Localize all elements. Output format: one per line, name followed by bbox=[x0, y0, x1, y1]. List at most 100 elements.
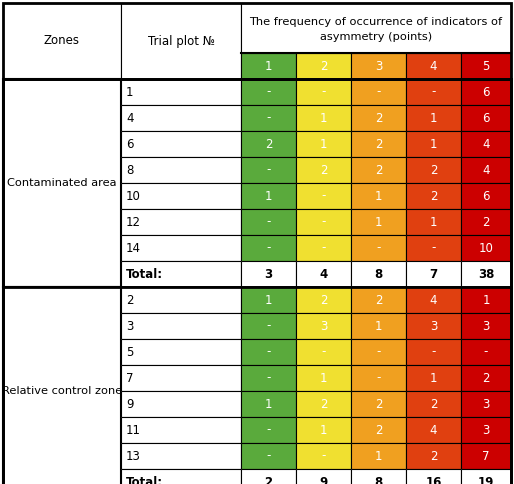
Text: 9: 9 bbox=[319, 475, 327, 484]
Bar bbox=[241, 235, 296, 261]
Bar bbox=[351, 209, 406, 235]
Bar bbox=[406, 313, 461, 339]
Bar bbox=[3, 79, 121, 287]
Text: 2: 2 bbox=[320, 60, 327, 73]
Text: 2: 2 bbox=[320, 164, 327, 177]
Text: -: - bbox=[431, 86, 436, 99]
Bar bbox=[406, 339, 461, 365]
Text: -: - bbox=[376, 372, 381, 384]
Bar bbox=[296, 131, 351, 157]
Bar bbox=[121, 365, 241, 391]
Text: -: - bbox=[266, 372, 271, 384]
Text: 10: 10 bbox=[126, 190, 141, 202]
Bar bbox=[296, 105, 351, 131]
Text: 3: 3 bbox=[375, 60, 382, 73]
Bar bbox=[121, 443, 241, 469]
Bar bbox=[406, 287, 461, 313]
Bar bbox=[241, 443, 296, 469]
Text: Contaminated area: Contaminated area bbox=[7, 178, 117, 188]
Bar bbox=[121, 417, 241, 443]
Text: 6: 6 bbox=[482, 86, 490, 99]
Text: 5: 5 bbox=[482, 60, 490, 73]
Text: 1: 1 bbox=[320, 372, 327, 384]
Text: -: - bbox=[266, 450, 271, 463]
Bar bbox=[406, 183, 461, 209]
Bar bbox=[121, 131, 241, 157]
Bar bbox=[406, 79, 461, 105]
Bar bbox=[121, 131, 241, 157]
Bar bbox=[241, 53, 296, 79]
Bar bbox=[241, 313, 296, 339]
Text: 2: 2 bbox=[482, 372, 490, 384]
Bar bbox=[406, 469, 461, 484]
Bar bbox=[121, 157, 241, 183]
Bar bbox=[121, 157, 241, 183]
Bar bbox=[3, 3, 121, 79]
Bar bbox=[241, 417, 296, 443]
Text: 2: 2 bbox=[320, 293, 327, 306]
Text: 6: 6 bbox=[482, 190, 490, 202]
Text: 1: 1 bbox=[265, 397, 272, 410]
Text: Total:: Total: bbox=[126, 475, 163, 484]
Bar bbox=[3, 79, 511, 287]
Bar bbox=[406, 53, 461, 79]
Text: 2: 2 bbox=[430, 397, 437, 410]
Bar bbox=[461, 261, 511, 287]
Bar bbox=[241, 183, 296, 209]
Text: Relative control zone: Relative control zone bbox=[2, 386, 122, 396]
Text: Trial plot №: Trial plot № bbox=[148, 34, 214, 47]
Bar bbox=[296, 261, 351, 287]
Text: 9: 9 bbox=[126, 397, 134, 410]
Text: -: - bbox=[321, 450, 326, 463]
Text: 13: 13 bbox=[126, 450, 141, 463]
Bar bbox=[351, 469, 406, 484]
Bar bbox=[406, 391, 461, 417]
Bar bbox=[406, 131, 461, 157]
Bar bbox=[461, 183, 511, 209]
Bar bbox=[351, 261, 406, 287]
Bar bbox=[351, 339, 406, 365]
Text: Zones: Zones bbox=[44, 34, 80, 47]
Bar bbox=[296, 469, 351, 484]
Bar bbox=[461, 391, 511, 417]
Text: Total:: Total: bbox=[126, 268, 163, 281]
Bar bbox=[461, 79, 511, 105]
Bar bbox=[296, 391, 351, 417]
Bar bbox=[461, 469, 511, 484]
Bar bbox=[406, 417, 461, 443]
Bar bbox=[296, 131, 351, 157]
Bar bbox=[296, 417, 351, 443]
Bar bbox=[406, 443, 461, 469]
Bar bbox=[296, 235, 351, 261]
Bar bbox=[461, 209, 511, 235]
Bar bbox=[121, 365, 241, 391]
Bar bbox=[406, 183, 461, 209]
Text: -: - bbox=[266, 424, 271, 437]
Text: -: - bbox=[321, 190, 326, 202]
Bar bbox=[351, 183, 406, 209]
Bar bbox=[296, 261, 351, 287]
Text: 4: 4 bbox=[126, 111, 134, 124]
Bar bbox=[296, 105, 351, 131]
Bar bbox=[461, 131, 511, 157]
Bar bbox=[241, 131, 296, 157]
Bar bbox=[406, 287, 461, 313]
Bar bbox=[461, 53, 511, 79]
Bar bbox=[406, 235, 461, 261]
Text: -: - bbox=[266, 242, 271, 255]
Bar bbox=[296, 313, 351, 339]
Bar bbox=[296, 391, 351, 417]
Bar bbox=[461, 105, 511, 131]
Text: 1: 1 bbox=[265, 293, 272, 306]
Bar bbox=[351, 417, 406, 443]
Text: 2: 2 bbox=[482, 215, 490, 228]
Text: 1: 1 bbox=[430, 372, 437, 384]
Bar bbox=[461, 443, 511, 469]
Bar bbox=[241, 391, 296, 417]
Text: 38: 38 bbox=[478, 268, 494, 281]
Text: 1: 1 bbox=[320, 111, 327, 124]
Bar bbox=[461, 235, 511, 261]
Text: -: - bbox=[266, 164, 271, 177]
Bar bbox=[296, 339, 351, 365]
Bar bbox=[406, 417, 461, 443]
